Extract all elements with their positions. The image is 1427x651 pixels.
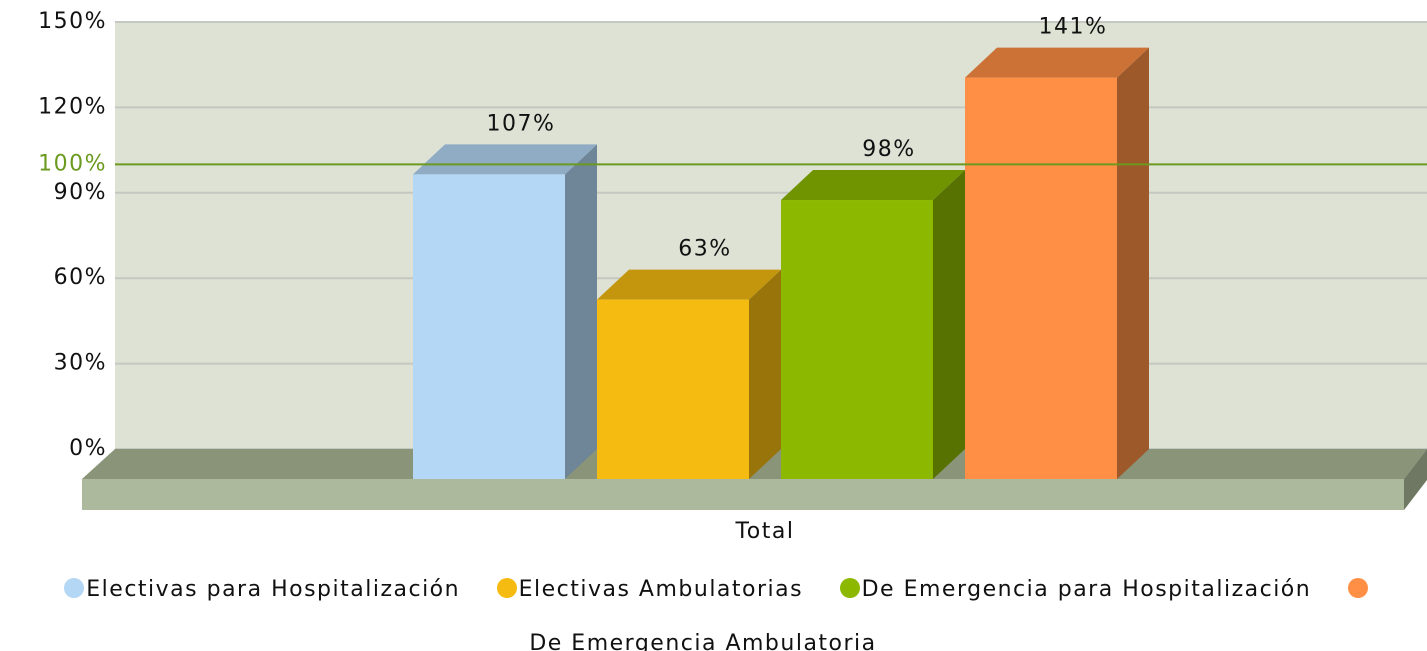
bar-side	[933, 170, 965, 479]
bar-side	[749, 269, 781, 479]
legend-label: Electivas Ambulatorias	[518, 577, 804, 602]
bar-top	[597, 269, 781, 300]
legend-marker	[1347, 578, 1368, 598]
y-tick-label: 120%	[38, 94, 107, 119]
legend-item: Electivas para Hospitalización	[64, 577, 460, 602]
floor-front	[82, 479, 1404, 510]
data-label: 141%	[1039, 15, 1108, 40]
data-label: 107%	[487, 111, 556, 136]
x-tick-label: Total	[735, 519, 795, 544]
y-tick-label: 30%	[54, 351, 107, 376]
legend-item: Electivas Ambulatorias	[496, 577, 804, 602]
legend-marker	[64, 578, 85, 598]
y-tick-label: 0%	[69, 436, 107, 461]
bar-top	[781, 170, 965, 201]
trendline-label: 100%	[38, 151, 107, 176]
bar-top	[965, 47, 1149, 78]
y-tick-label: 150%	[38, 9, 107, 34]
data-label: 63%	[678, 237, 731, 262]
data-label: 98%	[862, 137, 915, 162]
bar-side	[1117, 47, 1149, 480]
legend-marker	[839, 578, 860, 598]
bar	[781, 200, 933, 479]
legend-label: Electivas para Hospitalización	[86, 577, 461, 602]
bar	[597, 299, 749, 479]
legend-marker	[496, 578, 517, 598]
bar-side	[565, 144, 597, 479]
bar	[965, 77, 1117, 480]
y-tick-label: 60%	[54, 265, 107, 290]
legend: Electivas para Hospitalización Electivas…	[40, 563, 1380, 651]
legend-item: De Emergencia Ambulatoria	[529, 577, 1369, 651]
legend-item: De Emergencia para Hospitalización	[839, 577, 1312, 602]
bar-top	[413, 144, 597, 175]
chart: 0% 30% 60% 90% 120% 150% 107% 63% 98% 141% 100% Tot…	[38, 9, 1427, 544]
legend-label: De Emergencia Ambulatoria	[529, 631, 877, 651]
bar	[413, 174, 565, 479]
legend-label: De Emergencia para Hospitalización	[861, 577, 1312, 602]
y-tick-label: 90%	[54, 180, 107, 205]
floor-side	[1404, 449, 1427, 510]
